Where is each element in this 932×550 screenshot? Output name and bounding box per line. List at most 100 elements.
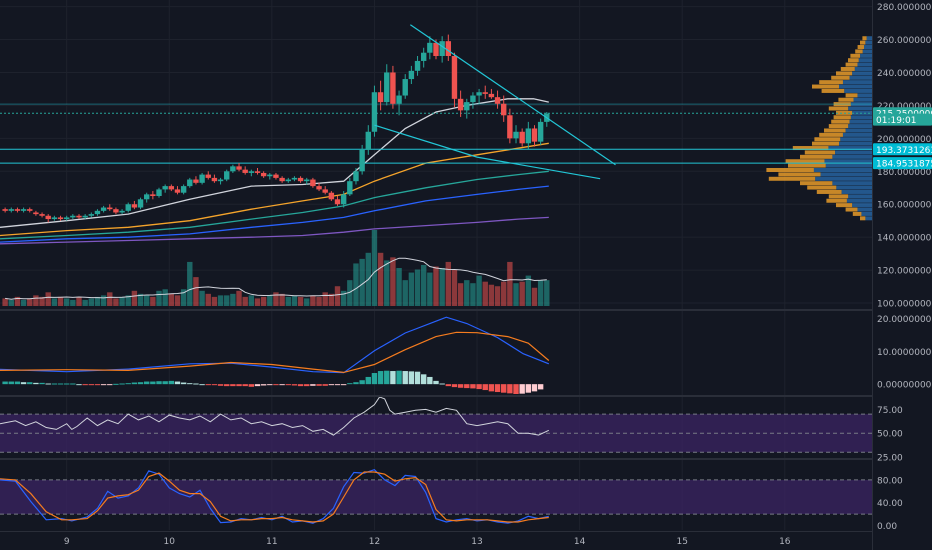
volume-bar (427, 272, 433, 306)
volume-bar (156, 290, 162, 306)
volume-bar (131, 290, 138, 306)
y-axis-tick-label: 0.00 (877, 522, 897, 532)
macd-histogram-bar (408, 371, 415, 385)
volume-profile-bar-up (839, 84, 872, 89)
macd-histogram-bar (488, 384, 495, 392)
volume-profile-bar-up (840, 137, 872, 142)
volume-bar (193, 277, 199, 306)
macd-histogram-bar (119, 383, 125, 385)
volume-bar (297, 296, 304, 306)
candle-body (254, 171, 261, 173)
main-price-pane[interactable] (0, 24, 872, 306)
volume-bar (451, 269, 458, 306)
macd-histogram-bar (328, 384, 335, 386)
candle-body (39, 214, 45, 216)
moving-average-line (0, 142, 549, 237)
candle-body (27, 209, 33, 211)
volume-bar (464, 280, 470, 306)
price-label-text: 193.37312631 (876, 146, 932, 156)
volume-profile-bar-down (766, 168, 814, 172)
macd-histogram-bar (384, 370, 390, 385)
candle-body (76, 215, 82, 218)
volume-profile-bar-down (860, 216, 866, 221)
stochastic-line (0, 471, 549, 523)
volume-profile-bar-down (804, 150, 836, 155)
volume-bar (470, 283, 476, 306)
volume-profile-bar-down (860, 40, 866, 45)
macd-histogram-bar (433, 380, 439, 385)
macd-histogram-bar (193, 383, 199, 385)
volume-profile-bar-up (842, 132, 872, 137)
volume-profile-bar-down (816, 189, 842, 194)
moving-average-line (0, 170, 549, 240)
y-axis-tick-label: 80.00 (877, 476, 903, 486)
volume-bar (125, 295, 131, 306)
y-axis[interactable]: 100.00000000 120.00000000 140.00000000 160.… (877, 3, 932, 532)
volume-profile-bar-up (849, 119, 872, 124)
volume-bar (82, 299, 88, 306)
volume-profile-bar-up (820, 172, 872, 177)
candle-body (174, 189, 181, 193)
volume-profile-bar-down (768, 176, 816, 181)
volume-bar (88, 298, 95, 306)
candle-body (488, 93, 495, 98)
candle-body (328, 192, 335, 200)
volume-bar (457, 283, 464, 306)
macd-histogram-bar (420, 374, 427, 385)
macd-histogram-bar (20, 382, 27, 385)
volume-profile-bar-down (826, 198, 847, 203)
x-axis[interactable]: 9 10 11 12 13 14 15 16 (64, 537, 791, 547)
y-axis-tick-label: 140.00000000 (877, 234, 932, 244)
volume-bar (334, 286, 341, 306)
candle-body (359, 149, 365, 172)
volume-profile-bar-up (841, 189, 872, 194)
volume-profile-bar-down (785, 159, 825, 164)
volume-bar (544, 280, 550, 306)
volume-bar (242, 296, 248, 306)
volume-profile-bar-down (812, 84, 839, 89)
volume-bar (260, 296, 267, 306)
macd-histogram-bar (457, 384, 464, 388)
macd-histogram-bar (310, 384, 316, 386)
volume-profile-bar-up (860, 53, 872, 58)
x-axis-tick-label: 14 (574, 537, 586, 547)
macd-histogram-bar (371, 373, 378, 385)
volume-bar (310, 295, 316, 306)
rsi-pane[interactable] (0, 396, 872, 453)
candle-body (156, 189, 162, 196)
macd-pane[interactable] (0, 316, 550, 394)
volume-profile-bar-up (848, 106, 872, 111)
y-axis-tick-label: 220.00000000 (877, 102, 932, 112)
macd-histogram-bar (224, 384, 230, 387)
y-axis-tick-label: 20.00000000 (877, 315, 932, 325)
candle-body (414, 60, 421, 71)
trendlines[interactable] (374, 24, 616, 180)
macd-histogram-bar (248, 384, 255, 387)
y-axis-tick-label: 280.00000000 (877, 3, 932, 13)
candle-body (291, 177, 298, 180)
volume-bar (285, 296, 291, 306)
macd-histogram-bar (39, 382, 45, 385)
candle-body (211, 177, 218, 182)
volume-bar (439, 268, 445, 306)
volume-bar (402, 280, 408, 306)
volume-bar (150, 296, 156, 306)
volume-bar (414, 269, 421, 306)
trendline (374, 124, 478, 158)
stochastic-pane[interactable] (0, 469, 872, 524)
volume-bar (340, 290, 347, 306)
macd-histogram-bar (76, 384, 82, 386)
volume-profile-bar-down (855, 49, 863, 54)
volume-profile-bar-up (857, 207, 872, 212)
candle-body (445, 41, 452, 56)
candle-body (248, 171, 255, 173)
volume-profile-bar-up (865, 216, 872, 221)
volume-bar (507, 261, 513, 306)
macd-histogram-bar (107, 384, 113, 386)
volume-profile-bar-down (833, 115, 851, 120)
volume-bar (70, 299, 76, 306)
macd-histogram-bar (211, 384, 218, 386)
volume-bar (420, 264, 427, 306)
y-axis-tick-label: 200.00000000 (877, 135, 932, 145)
